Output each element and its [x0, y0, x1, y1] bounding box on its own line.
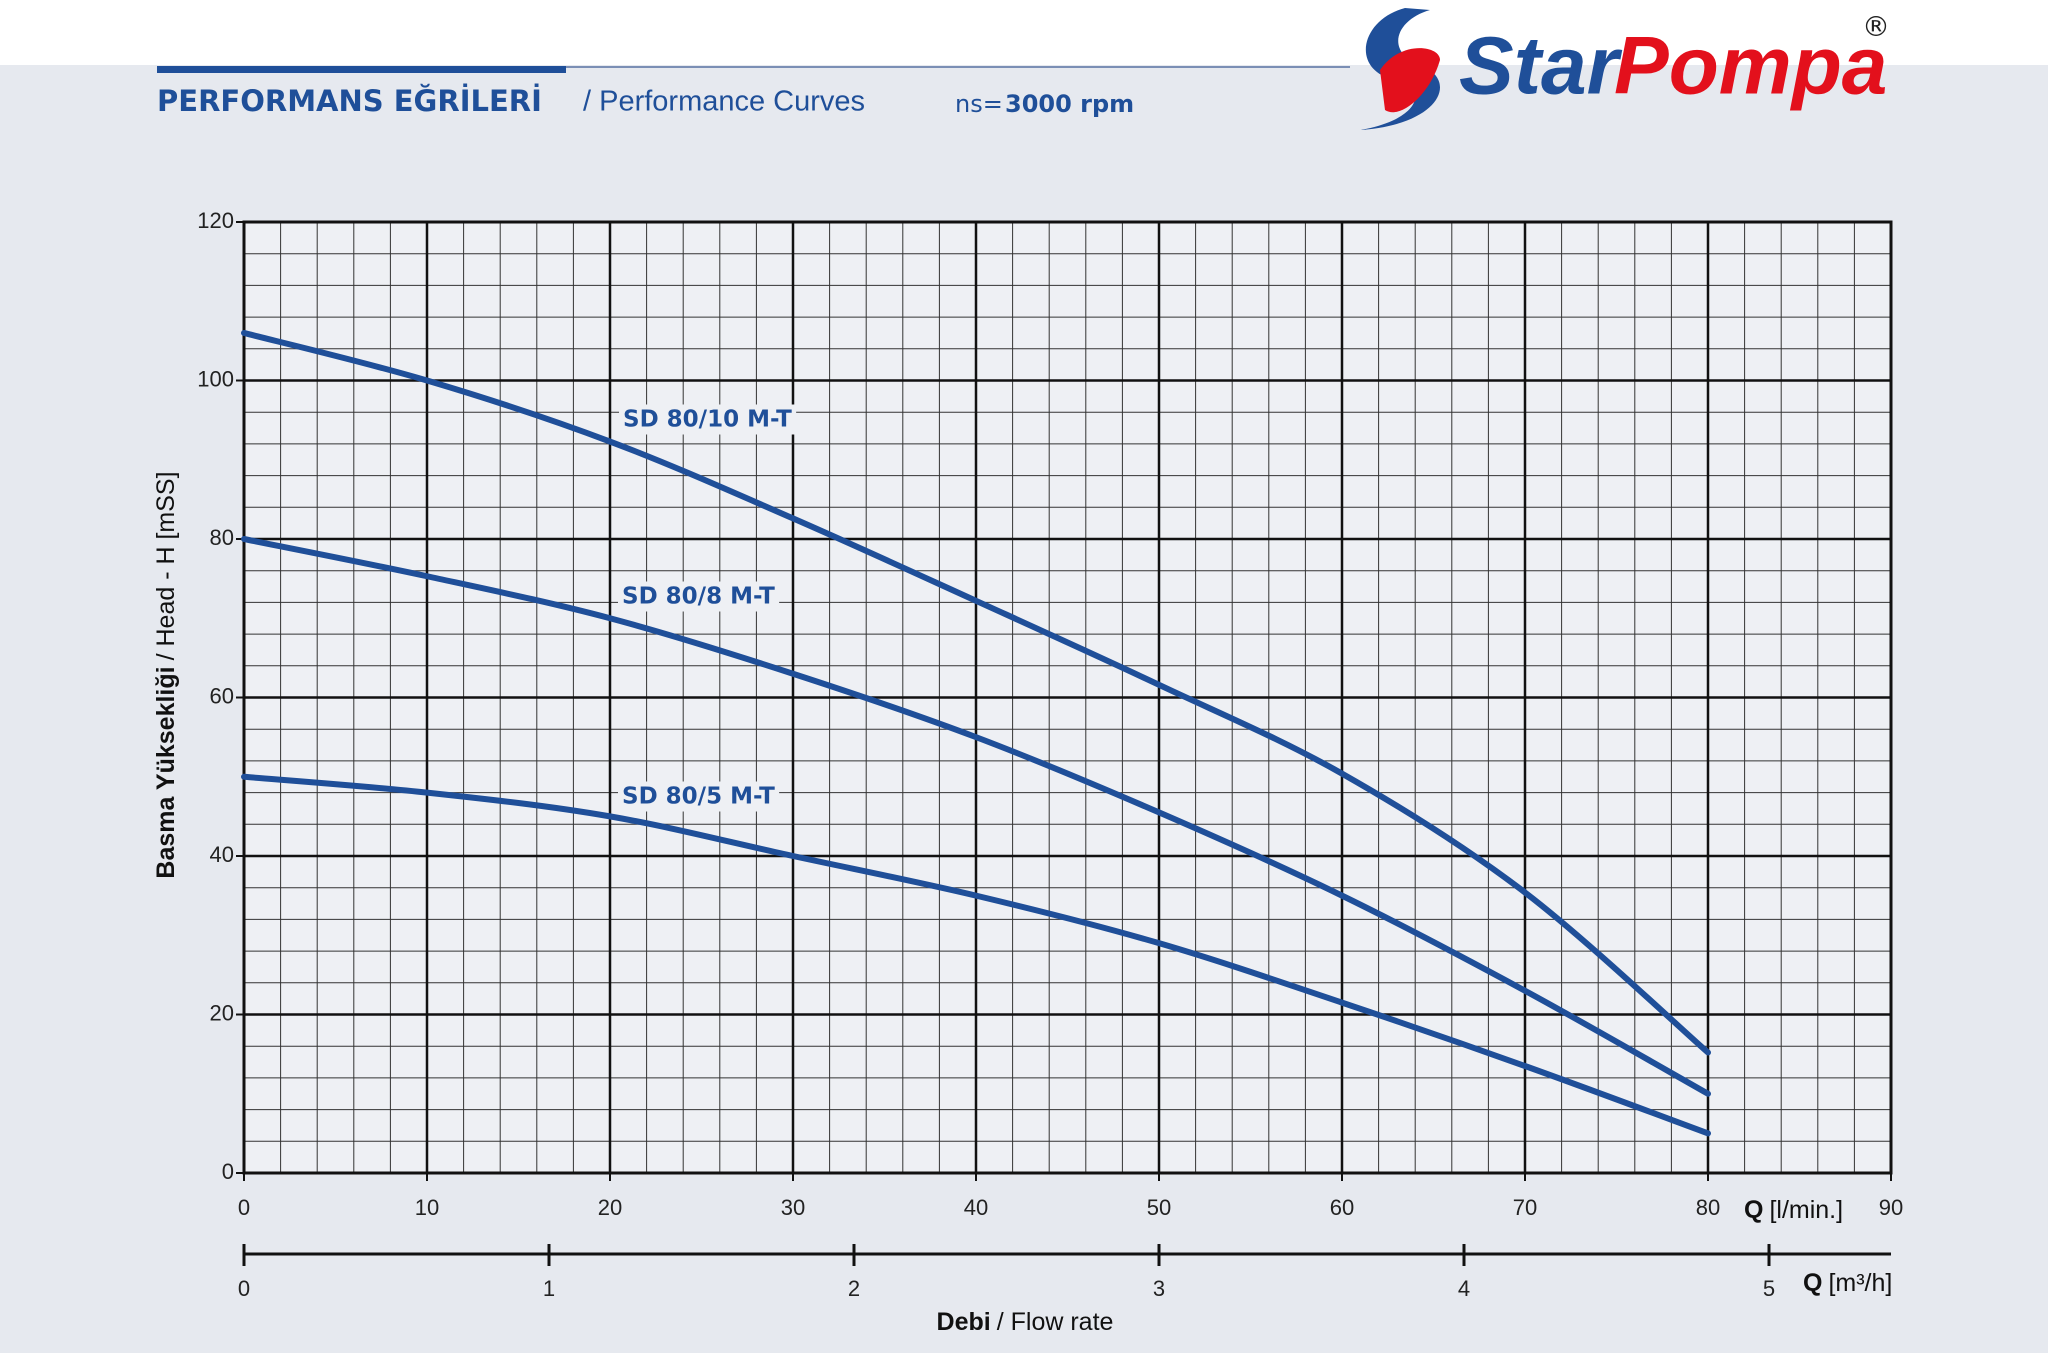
curve-label-bg — [619, 404, 797, 435]
y-tick-label: 120 — [197, 208, 234, 233]
x-tick-label: 20 — [598, 1195, 622, 1220]
curve-label-bg — [618, 781, 780, 812]
x-tick-label: 90 — [1879, 1195, 1903, 1220]
y-tick-label: 40 — [210, 842, 234, 867]
y-tick-label: 80 — [210, 525, 234, 550]
x-tick-label: 60 — [1330, 1195, 1354, 1220]
y-tick-label: 0 — [222, 1159, 234, 1184]
curve-label: SD 80/8 M-T — [622, 584, 775, 610]
y-tick-label: 20 — [210, 1000, 234, 1025]
curve — [241, 329, 1711, 1056]
x2-tick-label: 3 — [1153, 1276, 1165, 1301]
y-tick-label: 100 — [197, 366, 234, 391]
x-axis-title: Debi / Flow rate — [937, 1308, 1114, 1336]
x-tick-label: 70 — [1513, 1195, 1537, 1220]
x-tick-label: 50 — [1147, 1195, 1171, 1220]
header-band — [0, 0, 2048, 65]
speed-label: ns= — [955, 90, 1003, 118]
title-tr: PERFORMANS EĞRİLERİ — [157, 84, 542, 118]
x2-tick-label: 2 — [848, 1276, 860, 1301]
y-axis-title: Basma Yüksekliği / Head - H [mSS] — [152, 471, 180, 878]
logo-word: Star — [1459, 21, 1623, 112]
curve — [241, 773, 1711, 1137]
y-tick-label: 60 — [210, 683, 234, 708]
logo-registered: ® — [1862, 10, 1890, 43]
x-tick-label: 0 — [238, 1195, 250, 1220]
plot-frame — [242, 220, 1893, 1175]
logo: Star Pompa ® — [1360, 8, 1890, 130]
curve-label: SD 80/5 M-T — [622, 784, 775, 810]
speed: 3000 rpm — [1005, 90, 1134, 118]
x2-unit: Q [m³/h] — [1803, 1269, 1892, 1297]
x2-unit-bold: Q — [1803, 1269, 1822, 1297]
x2-tick-label: 0 — [238, 1276, 250, 1301]
x-unit-text: [l/min.] — [1769, 1196, 1843, 1224]
curve-label-bg — [618, 581, 780, 612]
x2-unit-text: [m³/h] — [1828, 1269, 1892, 1297]
title-en: / Performance Curves — [583, 86, 865, 118]
x-tick-label: 40 — [964, 1195, 988, 1220]
x-axis-title-text: / Flow rate — [997, 1308, 1114, 1336]
y-axis-title-bold: Basma Yüksekliği — [152, 666, 180, 878]
x-unit: Q [l/min.] — [1744, 1196, 1843, 1224]
curve — [241, 536, 1711, 1097]
x-tick-label: 80 — [1696, 1195, 1720, 1220]
x2-tick-label: 5 — [1763, 1276, 1775, 1301]
y-axis-title-text: / Head - H [mSS] — [152, 471, 180, 660]
x-axis-title-bold: Debi — [937, 1308, 991, 1336]
x-tick-label: 10 — [415, 1195, 439, 1220]
x2-tick-label: 4 — [1458, 1276, 1470, 1301]
header-rule — [157, 66, 566, 73]
x2-tick-label: 1 — [543, 1276, 555, 1301]
logo-swoosh-red — [1380, 48, 1440, 113]
curve-label: SD 80/10 M-T — [623, 407, 792, 433]
x-tick-label: 30 — [781, 1195, 805, 1220]
logo-word: Pompa — [1614, 21, 1887, 112]
x-unit-bold: Q — [1744, 1196, 1763, 1224]
